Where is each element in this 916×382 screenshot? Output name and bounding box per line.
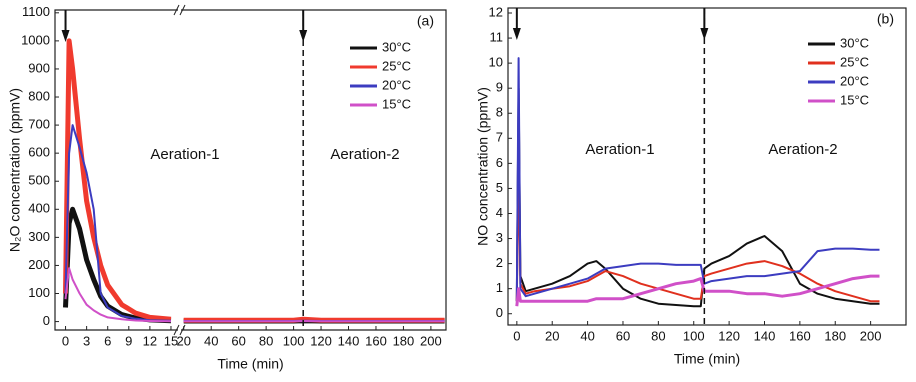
arrow-head (299, 30, 308, 42)
y-tick-label: 8 (496, 105, 503, 120)
arrow-head (61, 30, 70, 42)
y-tick-label: 3 (496, 230, 503, 245)
x-tick-label: 80 (259, 333, 273, 348)
x-tick-label: 12 (143, 333, 157, 348)
series-line (515, 162, 880, 303)
x-tick-label: 200 (420, 333, 442, 348)
y-tick-label: 1 (496, 280, 503, 295)
x-axis-title: Time (min) (674, 351, 740, 367)
x-axis-title: Time (min) (217, 356, 283, 372)
x-tick-label: 20 (177, 333, 191, 348)
arrow-head (512, 28, 521, 40)
annotation: Aeration-1 (150, 146, 219, 163)
x-tick-label: 200 (860, 328, 882, 343)
y-tick-label: 9 (496, 80, 503, 95)
annotation: Aeration-2 (768, 141, 837, 158)
x-tick-label: 160 (789, 328, 811, 343)
y-tick-label: 900 (28, 60, 50, 75)
y-tick-label: 0 (496, 305, 503, 320)
y-axis-title: NO concentration (ppmV) (475, 87, 491, 246)
y-tick-label: 7 (496, 130, 503, 145)
y-tick-label: 11 (490, 30, 504, 45)
x-tick-label: 180 (393, 333, 415, 348)
annotation: Aeration-2 (330, 146, 399, 163)
x-tick-label: 20 (545, 328, 559, 343)
y-tick-label: 2 (496, 255, 503, 270)
annotation: Aeration-1 (585, 141, 654, 158)
axis-break (173, 4, 186, 16)
x-tick-label: 0 (513, 328, 520, 343)
y-tick-label: 1000 (21, 32, 50, 47)
legend-label: 20°C (382, 77, 411, 92)
x-tick-label: 140 (754, 328, 776, 343)
y-tick-label: 100 (28, 285, 50, 300)
plot-frame (507, 7, 907, 326)
x-tick-label: 3 (83, 333, 90, 348)
x-tick-label: 100 (283, 333, 305, 348)
x-tick-label: 100 (683, 328, 705, 343)
y-tick-label: 1100 (22, 4, 50, 19)
x-tick-label: 9 (125, 333, 132, 348)
x-tick-label: 140 (338, 333, 360, 348)
y-tick-label: 800 (28, 88, 50, 103)
x-tick-label: 40 (204, 333, 218, 348)
y-tick-label: 400 (28, 201, 50, 216)
x-tick-label: 15 (164, 333, 178, 348)
x-tick-label: 60 (231, 333, 245, 348)
y-tick-label: 700 (28, 117, 50, 132)
x-tick-label: 120 (718, 328, 740, 343)
y-tick-label: 0 (43, 313, 50, 328)
x-tick-label: 0 (62, 333, 69, 348)
legend-label: 30°C (382, 39, 411, 54)
y-tick-label: 6 (496, 155, 503, 170)
series-line (515, 57, 880, 302)
x-tick-label: 6 (104, 333, 111, 348)
y-tick-label: 12 (489, 4, 503, 19)
y-tick-label: 300 (28, 229, 50, 244)
y-tick-label: 200 (28, 257, 50, 272)
arrow-head (700, 28, 709, 40)
y-tick-label: 5 (496, 180, 503, 195)
x-tick-label: 180 (824, 328, 846, 343)
x-tick-label: 60 (616, 328, 630, 343)
panel-label: (a) (417, 13, 434, 29)
legend-label: 25°C (840, 54, 869, 69)
legend-label: 25°C (382, 58, 411, 73)
series-line (515, 87, 880, 308)
y-tick-label: 4 (496, 205, 503, 220)
y-tick-label: 600 (28, 145, 50, 160)
y-tick-label: 500 (28, 173, 50, 188)
legend-label: 20°C (840, 73, 869, 88)
legend-label: 15°C (840, 92, 869, 107)
legend-label: 30°C (840, 35, 869, 50)
y-tick-label: 10 (489, 55, 503, 70)
series-line (64, 267, 445, 323)
series-line (515, 274, 880, 307)
y-axis-title: N₂O concentration (ppmV) (7, 88, 23, 252)
plot-frame (54, 9, 447, 331)
panel-label: (b) (877, 11, 894, 27)
x-tick-label: 80 (651, 328, 665, 343)
x-tick-label: 160 (365, 333, 387, 348)
legend-label: 15°C (382, 96, 411, 111)
x-tick-label: 40 (580, 328, 594, 343)
x-tick-label: 120 (310, 333, 332, 348)
